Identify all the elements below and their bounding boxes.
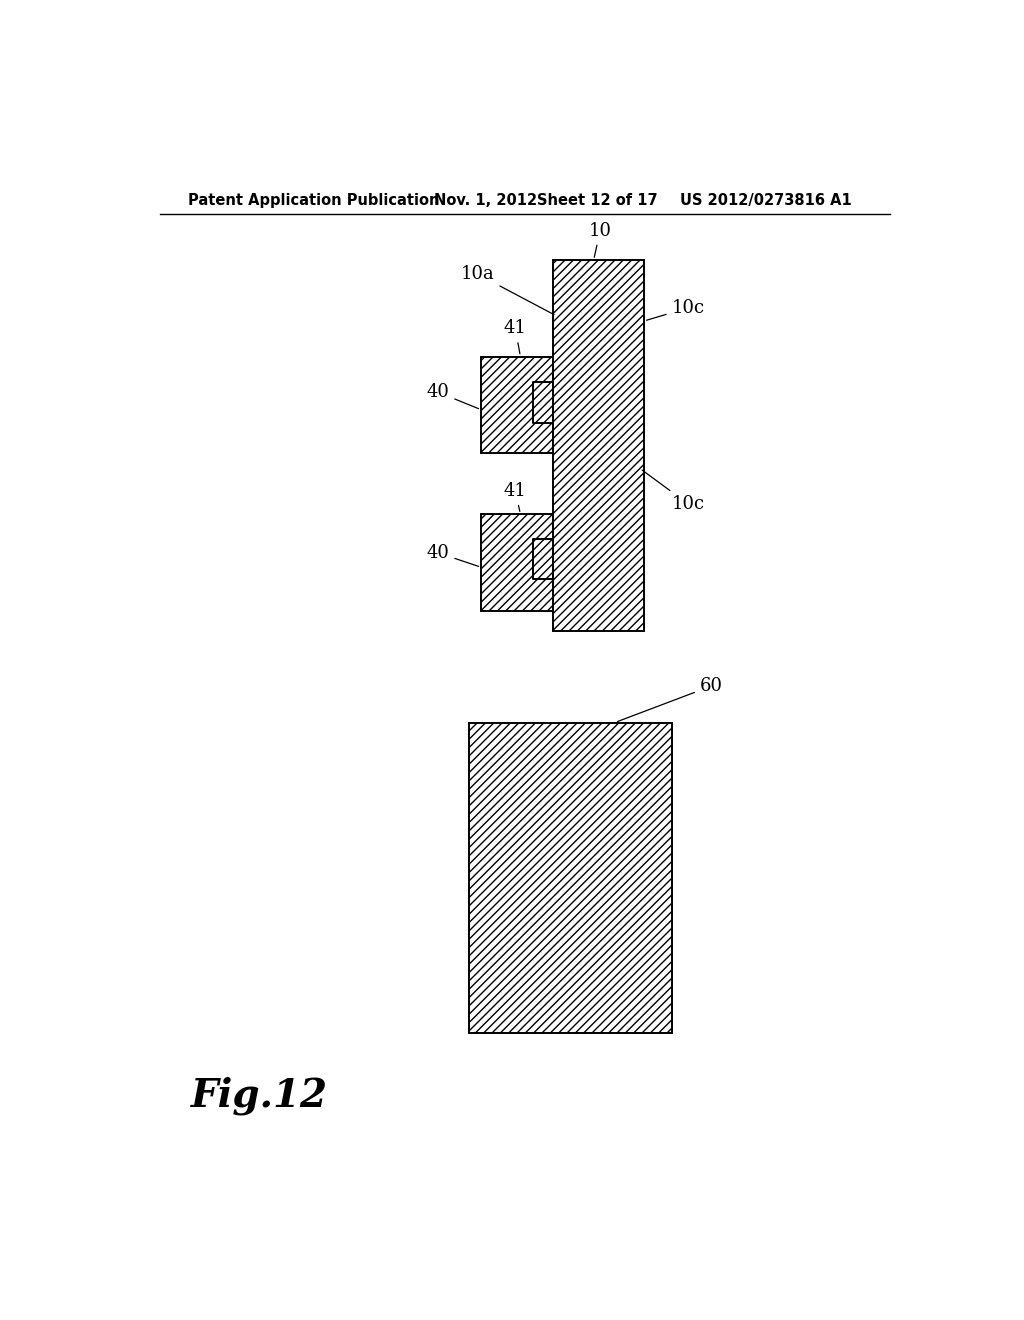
Text: 41: 41 (504, 319, 526, 354)
Text: 40: 40 (427, 544, 478, 566)
Text: 10: 10 (589, 222, 611, 257)
Text: 40: 40 (427, 383, 478, 409)
Text: 10a: 10a (461, 265, 554, 314)
Text: Patent Application Publication: Patent Application Publication (187, 193, 439, 207)
Text: 10c: 10c (642, 470, 705, 513)
Bar (469, 722, 672, 1032)
Text: Sheet 12 of 17: Sheet 12 of 17 (537, 193, 657, 207)
Text: 10c: 10c (646, 298, 705, 321)
Text: US 2012/0273816 A1: US 2012/0273816 A1 (680, 193, 851, 207)
Text: Fig.12: Fig.12 (190, 1076, 328, 1115)
Text: 41: 41 (504, 482, 526, 511)
Bar (481, 515, 553, 611)
Bar (481, 356, 553, 453)
Text: 60: 60 (617, 677, 723, 722)
Bar (553, 260, 644, 631)
Text: Nov. 1, 2012: Nov. 1, 2012 (433, 193, 537, 207)
